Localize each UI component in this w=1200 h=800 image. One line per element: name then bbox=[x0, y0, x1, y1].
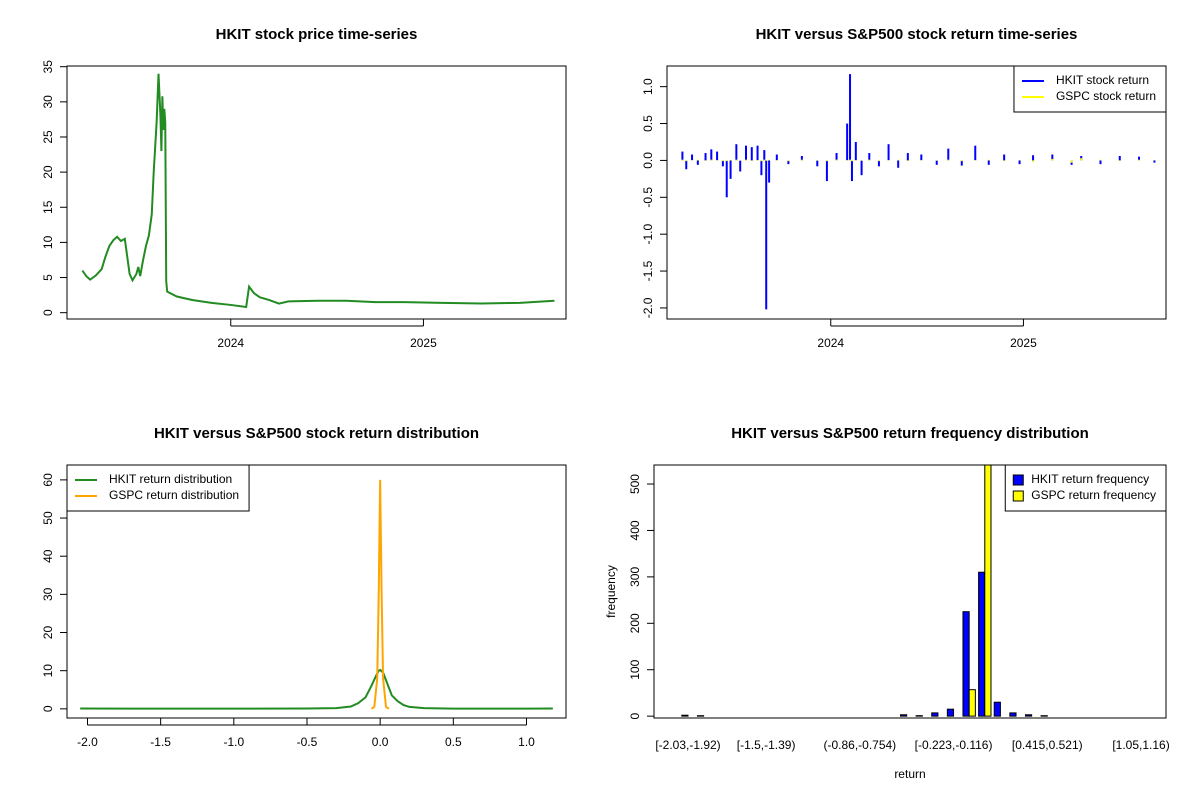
chart-panel: HKIT versus S&P500 stock return time-ser… bbox=[641, 26, 1167, 350]
x-category-label: [1.05,1.16) bbox=[1112, 738, 1169, 752]
legend-box bbox=[1013, 65, 1167, 113]
y-tick-label: 300 bbox=[628, 567, 642, 587]
legend-swatch bbox=[1012, 474, 1024, 486]
plot-frame bbox=[653, 464, 1167, 719]
bar bbox=[968, 689, 976, 717]
x-category-label: [-1.5,-1.39) bbox=[737, 738, 796, 752]
y-tick-label: 5 bbox=[41, 274, 55, 281]
bar bbox=[1024, 714, 1033, 717]
y-tick-label: 10 bbox=[41, 664, 55, 678]
data-line bbox=[80, 668, 553, 710]
bar bbox=[993, 701, 1001, 717]
x-axis-label: return bbox=[894, 767, 925, 781]
legend: HKIT return frequency GSPC return frequen… bbox=[1004, 464, 1167, 512]
chart-title: HKIT versus S&P500 stock return distribu… bbox=[154, 425, 479, 442]
x-category-label: (-0.86,-0.754) bbox=[823, 738, 896, 752]
x-category-label: [-0.223,-0.116) bbox=[915, 738, 993, 752]
chart-title: HKIT stock price time-series bbox=[216, 26, 418, 43]
chart-panel: HKIT versus S&P500 stock return distribu… bbox=[41, 425, 567, 749]
y-tick-label: 200 bbox=[628, 613, 642, 633]
bar bbox=[978, 571, 986, 717]
legend-label: HKIT return distribution bbox=[109, 472, 232, 486]
x-tick-label: 2024 bbox=[817, 336, 844, 350]
y-axis-label: frequency bbox=[604, 565, 618, 618]
plot-frame bbox=[666, 65, 1167, 320]
x-tick-label: 1.0 bbox=[518, 735, 535, 749]
chart-panel: HKIT stock price time-series051015202530… bbox=[41, 26, 567, 350]
legend-label: GSPC stock return bbox=[1056, 89, 1156, 103]
plot-area bbox=[81, 73, 555, 309]
y-tick-label: 100 bbox=[628, 659, 642, 679]
y-tick-label: 15 bbox=[41, 200, 55, 214]
x-category-label: [-2.03,-1.92) bbox=[655, 738, 720, 752]
y-tick-label: 10 bbox=[41, 235, 55, 249]
bar bbox=[946, 708, 955, 717]
bar bbox=[984, 465, 992, 717]
data-line bbox=[370, 479, 390, 710]
y-tick-label: 30 bbox=[41, 95, 55, 109]
plot-frame bbox=[66, 464, 567, 719]
y-tick-label: 60 bbox=[41, 473, 55, 487]
x-tick-label: 2025 bbox=[1010, 336, 1037, 350]
plot-area bbox=[681, 465, 1048, 717]
y-tick-label: -1.5 bbox=[641, 260, 655, 281]
y-tick-label: 30 bbox=[41, 587, 55, 601]
y-tick-label: -1.0 bbox=[641, 224, 655, 245]
y-tick-label: 0.5 bbox=[641, 115, 655, 132]
y-tick-label: 20 bbox=[41, 626, 55, 640]
legend-label: GSPC return frequency bbox=[1031, 488, 1156, 502]
legend-box bbox=[1004, 464, 1167, 512]
y-tick-label: 20 bbox=[41, 165, 55, 179]
x-tick-label: 0.0 bbox=[372, 735, 389, 749]
x-tick-label: 2025 bbox=[410, 336, 437, 350]
bar bbox=[962, 611, 970, 717]
legend-box bbox=[66, 464, 250, 512]
y-tick-label: 1.0 bbox=[641, 78, 655, 95]
x-tick-label: -1.0 bbox=[223, 735, 244, 749]
legend: HKIT return distribution GSPC return dist… bbox=[66, 464, 250, 512]
y-tick-label: -0.5 bbox=[641, 187, 655, 208]
chart-title: HKIT versus S&P500 stock return time-ser… bbox=[756, 26, 1078, 43]
x-tick-label: -2.0 bbox=[77, 735, 98, 749]
chart-panel: HKIT versus S&P500 return frequency dist… bbox=[604, 425, 1170, 781]
bar bbox=[681, 714, 689, 717]
bar bbox=[1009, 712, 1017, 717]
y-tick-label: 35 bbox=[41, 60, 55, 74]
y-tick-label: 0.0 bbox=[641, 152, 655, 169]
plot-frame bbox=[66, 65, 567, 320]
y-tick-label: 400 bbox=[628, 520, 642, 540]
legend-label: HKIT stock return bbox=[1056, 73, 1149, 87]
y-tick-label: 0 bbox=[628, 712, 642, 719]
y-tick-label: 500 bbox=[628, 474, 642, 494]
x-tick-label: 0.5 bbox=[445, 735, 462, 749]
data-line bbox=[81, 73, 555, 309]
y-tick-label: 0 bbox=[41, 705, 55, 712]
chart-title: HKIT versus S&P500 return frequency dist… bbox=[731, 425, 1089, 442]
y-tick-label: -2.0 bbox=[641, 297, 655, 318]
y-tick-label: 50 bbox=[41, 511, 55, 525]
plot-area bbox=[80, 479, 553, 710]
bar bbox=[899, 714, 908, 717]
legend-label: GSPC return distribution bbox=[109, 488, 239, 502]
legend-swatch bbox=[1012, 490, 1024, 502]
y-tick-label: 40 bbox=[41, 549, 55, 563]
legend: HKIT stock return GSPC stock return bbox=[1013, 65, 1167, 113]
x-tick-label: -1.5 bbox=[150, 735, 171, 749]
y-tick-label: 25 bbox=[41, 130, 55, 144]
legend-label: HKIT return frequency bbox=[1031, 472, 1149, 486]
plot-area bbox=[681, 74, 1156, 310]
x-tick-label: 2024 bbox=[217, 336, 244, 350]
bar bbox=[931, 712, 939, 717]
x-tick-label: -0.5 bbox=[297, 735, 318, 749]
y-tick-label: 0 bbox=[41, 309, 55, 316]
x-category-label: [0.415,0.521) bbox=[1012, 738, 1083, 752]
